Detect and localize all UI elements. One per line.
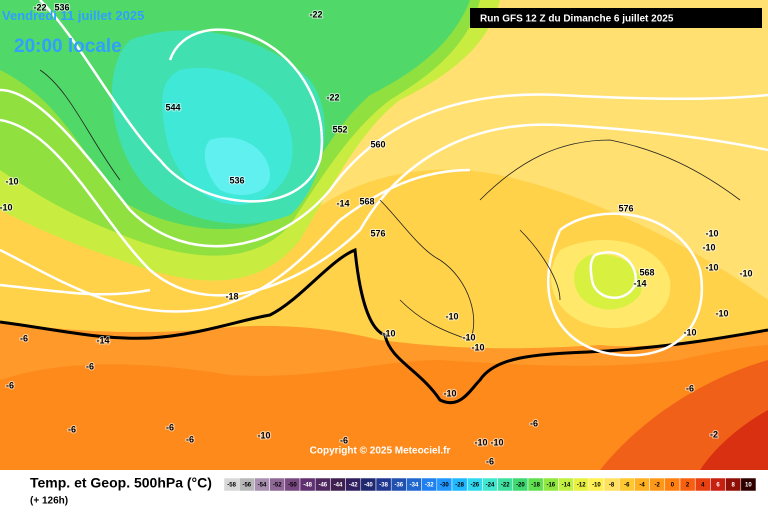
colorbar-label: -24 [486,483,495,489]
contour-label: -6 [20,333,28,343]
contour-label: -10 [257,430,270,440]
contour-label: -22 [33,2,46,12]
colorbar: -58 -56 -54 -52 -50 -48 -46 -44 -42 -40 -38 -36 -34-… [223,477,757,492]
colorbar-label: -12 [577,483,586,489]
contour-label: 552 [332,124,347,134]
colorbar-label: -14 [562,483,571,489]
footer-lead: (+ 126h) [30,496,68,507]
colorbar-label: -50 [288,483,297,489]
colorbar-label: -18 [531,483,540,489]
contour-label: -10 [715,308,728,318]
contour-label: -10 [683,327,696,337]
colorbar-label: -58 [227,483,236,489]
colorbar-label: -40 [364,483,373,489]
contour-label: 560 [370,139,385,149]
contour-label: -10 [739,268,752,278]
run-info: Run GFS 12 Z du Dimanche 6 juillet 2025 [480,14,674,25]
contour-label: -10 [474,437,487,447]
colorbar-label: -28 [455,483,464,489]
contour-label: 536 [229,175,244,185]
colorbar-label: 0 [671,483,675,489]
contour-label: -10 [471,342,484,352]
contour-label: -22 [309,9,322,19]
colorbar-label: -52 [273,483,282,489]
map: -22 536 -22 544 -22 552 560 536 -14 568 … [0,0,768,470]
contour-label: -10 [462,332,475,342]
contour-label: 544 [165,102,180,112]
contour-label: -10 [443,388,456,398]
colorbar-label: -20 [516,483,525,489]
colorbar-label: -6 [624,483,630,489]
contour-label: -10 [382,328,395,338]
contour-label: -14 [633,278,646,288]
colorbar-label: -32 [425,483,434,489]
contour-label: -6 [86,361,94,371]
colorbar-label: -22 [501,483,510,489]
contour-label: -10 [702,242,715,252]
copyright: Copyright © 2025 Meteociel.fr [310,446,451,457]
contour-label: -6 [686,383,694,393]
contour-label: 576 [370,228,385,238]
contour-label: 568 [359,196,374,206]
colorbar-label: -54 [258,483,267,489]
contour-label: 576 [618,203,633,213]
colorbar-label: -34 [410,483,419,489]
colorbar-label: -10 [592,483,601,489]
colorbar-label: -46 [318,483,327,489]
contour-label: -10 [705,262,718,272]
contour-label: -6 [530,418,538,428]
run-box [470,8,762,28]
contour-label: -10 [705,228,718,238]
valid-date: Vendredi 11 juillet 2025 [2,8,144,23]
colorbar-label: -38 [379,483,388,489]
contour-label: -10 [490,437,503,447]
contour-label: -6 [6,380,14,390]
contour-label: -18 [225,291,238,301]
contour-label: -10 [0,202,13,212]
colorbar-label: -36 [394,483,403,489]
colorbar-label: -30 [440,483,449,489]
colorbar-label: -26 [470,483,479,489]
colorbar-label: 4 [701,483,705,489]
contour-label: 568 [639,267,654,277]
contour-label: -6 [486,456,494,466]
colorbar-label: 2 [686,483,690,489]
map-labels: -22 536 -22 544 -22 552 560 536 -14 568 … [0,1,754,467]
contour-label: -6 [166,422,174,432]
colorbar-label: 10 [745,483,752,489]
local-time: 20:00 locale [14,36,122,57]
contour-label: -6 [340,435,348,445]
contour-label: -22 [326,92,339,102]
colorbar-label: 6 [716,483,720,489]
colorbar-label: -42 [349,483,358,489]
colorbar-label: -56 [242,483,251,489]
contour-label: -6 [68,424,76,434]
colorbar-label: -16 [546,483,555,489]
contour-label: 536 [54,2,69,12]
colorbar-label: 8 [732,483,736,489]
contour-label: -10 [5,176,18,186]
contour-label: -14 [336,198,349,208]
colorbar-label: -44 [334,483,343,489]
colorbar-cell [740,477,757,492]
contour-label: -10 [445,311,458,321]
colorbar-label: -8 [609,483,615,489]
contour-label: -2 [710,429,718,439]
colorbar-label: -4 [639,483,645,489]
contour-label: -14 [96,335,109,345]
contour-label: -6 [186,434,194,444]
colorbar-label: -48 [303,483,312,489]
footer-title: Temp. et Geop. 500hPa (°C) [30,475,212,491]
colorbar-label: -2 [655,483,661,489]
